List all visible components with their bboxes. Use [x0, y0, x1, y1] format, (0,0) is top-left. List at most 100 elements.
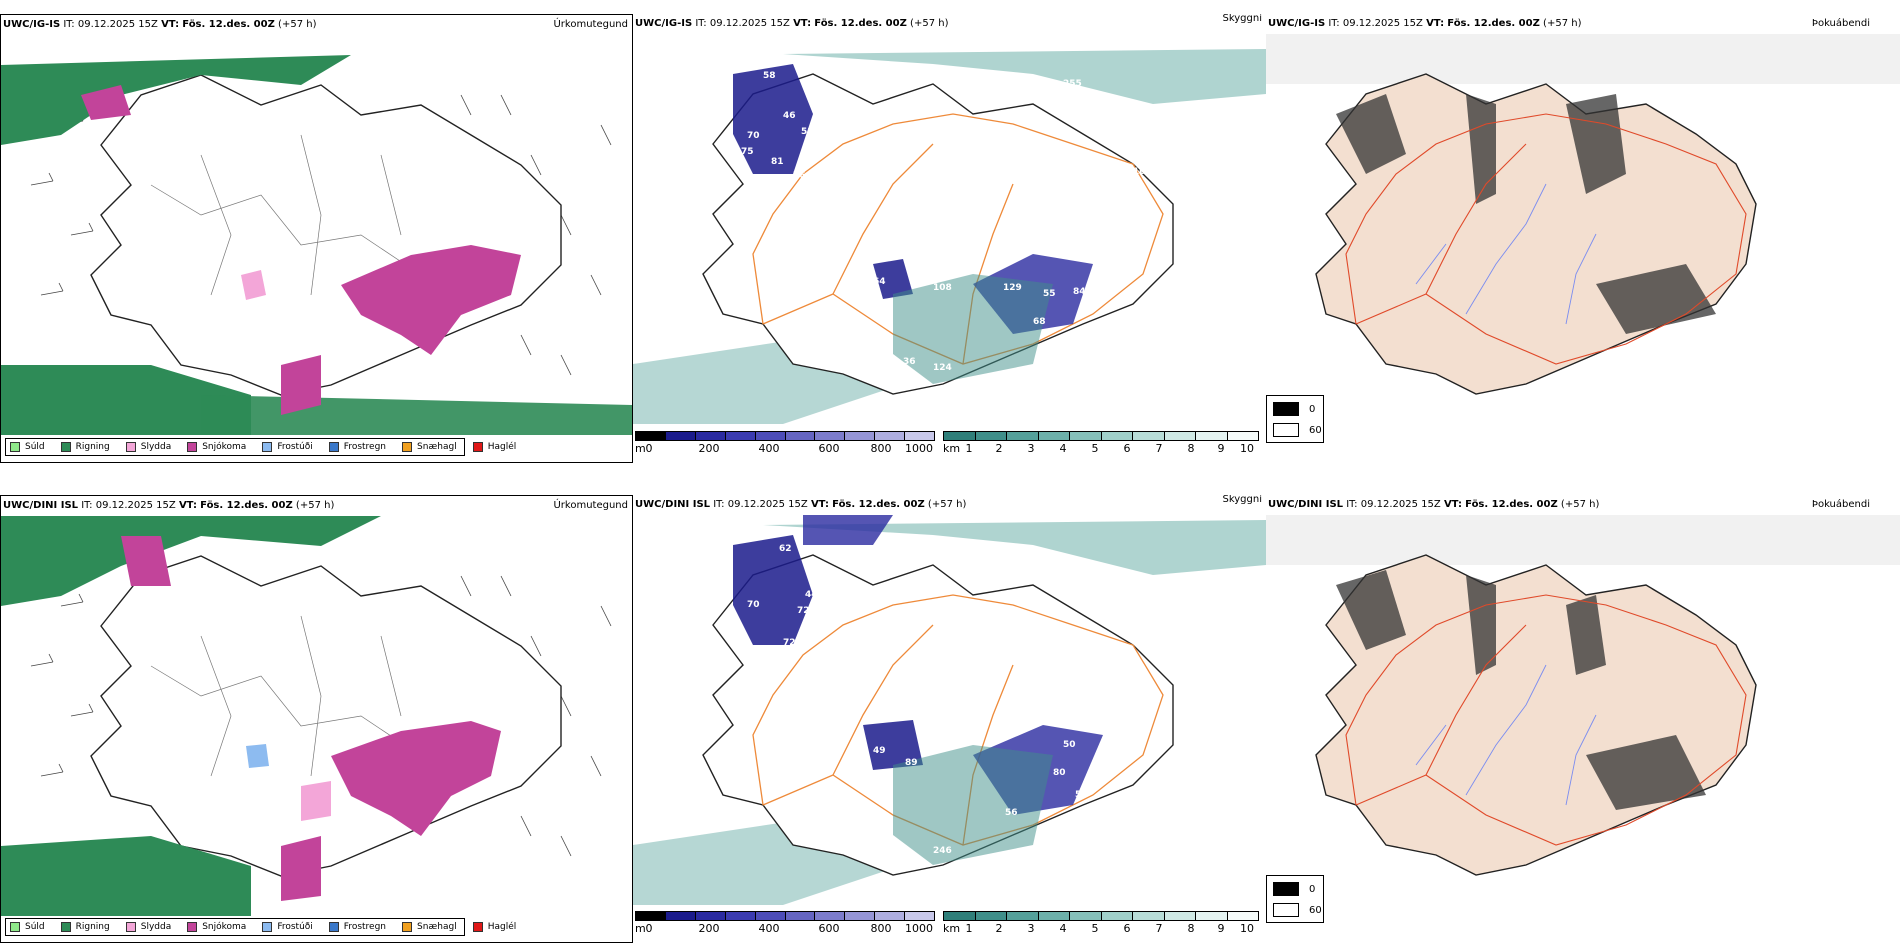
visibility-tick: 4 [1059, 922, 1067, 935]
cloud-base-value: 89 [905, 758, 918, 768]
cloud-base-value: 108 [933, 283, 952, 293]
vt-value: Fös. 12.des. 00Z [182, 19, 275, 30]
visibility-tick: 7 [1155, 442, 1163, 455]
legend-item-snaehagl: Snæhagl [402, 442, 457, 452]
cloud-base-value: 90 [755, 526, 768, 536]
it-label: IT: [81, 500, 93, 511]
visibility-tick: 2 [995, 922, 1003, 935]
legend-label: Frostregn [343, 922, 387, 932]
legend-item-haglel: Haglél [472, 442, 517, 452]
it-label: IT: [713, 499, 725, 510]
precip-legend: Súld Rigning Slydda Snjókoma Frostúði Fr… [5, 918, 516, 936]
rain-area-nw [1, 516, 381, 606]
it-value: 09.12.2025 15Z [1360, 499, 1441, 510]
fog-legend: 0 60 [1266, 875, 1324, 923]
cloud-base-panel-1: UWC/IG-IS IT: 09.12.2025 15Z VT: Fös. 12… [633, 14, 1266, 463]
legend-swatch [187, 922, 198, 932]
legend-item-frostregn: Frostregn [328, 922, 387, 932]
it-label: IT: [1328, 18, 1340, 29]
fog-rivers [1415, 664, 1597, 806]
cloud-base-value: 85 [953, 263, 966, 273]
cloud-base-value: 50 [1063, 740, 1076, 750]
legend-label: Frostregn [343, 442, 387, 452]
lead-time: (+57 h) [295, 500, 335, 511]
sleet-area [241, 270, 266, 300]
it-value: 09.12.2025 15Z [727, 499, 808, 510]
cloud-base-value: 72 [797, 606, 810, 616]
visibility-band-n [763, 520, 1266, 575]
iceland-outline [90, 74, 562, 396]
vt-label: VT: [810, 499, 829, 510]
precip-map [1, 516, 612, 916]
legend-item-frostregn: Frostregn [328, 442, 387, 452]
field-label: Þokuábendi [1811, 499, 1870, 510]
legend-label: Snæhagl [417, 922, 457, 932]
visibility-tick: 1 [965, 922, 973, 935]
fog-legend-row: 0 [1273, 402, 1315, 416]
precip-type-panel-1: UWC/IG-IS IT: 09.12.2025 15Z VT: Fös. 12… [0, 14, 633, 463]
model-name: UWC/IG-IS [3, 19, 61, 30]
legend-label: Haglél [487, 442, 517, 452]
fog-legend-row: 60 [1273, 903, 1322, 917]
cloud-base-n [803, 515, 893, 545]
cloud-base-colorbar: m 0 200 400 600 800 1000 [635, 911, 935, 939]
rain-area-nw [1, 55, 351, 145]
precip-type-panel-2: UWC/DINI ISL IT: 09.12.2025 15Z VT: Fös.… [0, 495, 633, 943]
legend-item-snaehagl: Snæhagl [402, 922, 457, 932]
legend-item-snjokoma: Snjókoma [187, 922, 246, 932]
legend-swatch [402, 922, 413, 932]
legend-swatch [402, 442, 413, 452]
rain-area-sw [1, 836, 251, 916]
fog-legend-label: 60 [1309, 424, 1322, 436]
it-label: IT: [1346, 499, 1358, 510]
snow-area-s [281, 355, 321, 415]
snow-area-se [341, 245, 521, 355]
it-label: IT: [63, 19, 75, 30]
legend-swatch [60, 442, 71, 452]
cloud-base-value: 52 [901, 896, 914, 905]
legend-label: Súld [25, 922, 45, 932]
fog-map [1266, 515, 1900, 876]
panel-header: UWC/DINI ISL IT: 09.12.2025 15Z VT: Fös.… [3, 499, 630, 513]
lead-time: (+57 h) [1560, 499, 1600, 510]
cloud-base-tick: 1000 [905, 922, 933, 935]
legend-label: Rigning [75, 442, 110, 452]
legend-label: Súld [25, 442, 45, 452]
cloud-base-tick: 1000 [905, 442, 933, 455]
cloud-base-value: 82 [829, 780, 842, 790]
cloud-base-tick: 800 [870, 922, 892, 935]
field-label: Skyggni [1222, 14, 1262, 24]
precip-map [1, 55, 632, 435]
legend-swatch [472, 442, 483, 452]
visibility-colorbar: km 1 2 3 4 5 6 7 8 9 10 [943, 431, 1259, 459]
visibility-tick: 7 [1155, 922, 1163, 935]
legend-swatch [60, 922, 71, 932]
legend-label: Slydda [140, 442, 172, 452]
vt-label: VT: [178, 500, 197, 511]
it-label: IT: [695, 18, 707, 29]
cloud-base-value: 80 [1053, 768, 1066, 778]
snow-nw [81, 85, 131, 120]
cloud-base-value: 44 [805, 590, 818, 600]
it-value: 09.12.2025 15Z [709, 18, 790, 29]
visibility-tick: 5 [1091, 922, 1099, 935]
legend-swatch [10, 922, 20, 932]
cloud-base-value: 55 [1043, 289, 1056, 299]
legend-swatch [472, 922, 483, 932]
fog-index-panel-2: UWC/DINI ISL IT: 09.12.2025 15Z VT: Fös.… [1266, 495, 1900, 943]
visibility-colorbar: km 1 2 3 4 5 6 7 8 9 10 [943, 911, 1259, 939]
visibility-tick: 3 [1027, 442, 1035, 455]
legend-item-snjokoma: Snjókoma [187, 442, 246, 452]
lead-time: (+57 h) [278, 19, 317, 30]
legend-swatch [262, 922, 273, 932]
cloud-base-value: 84 [1073, 287, 1086, 297]
cloud-base-value: 77 [949, 870, 962, 880]
rain-area-sw2 [201, 395, 632, 435]
cloud-base-value: 34 [1077, 850, 1090, 860]
visibility-bar [943, 911, 1259, 921]
cloud-base-value: 47 [1043, 830, 1056, 840]
cloud-base-c [873, 259, 913, 299]
cloud-base-bar [635, 431, 935, 441]
visibility-tick: 6 [1123, 922, 1131, 935]
